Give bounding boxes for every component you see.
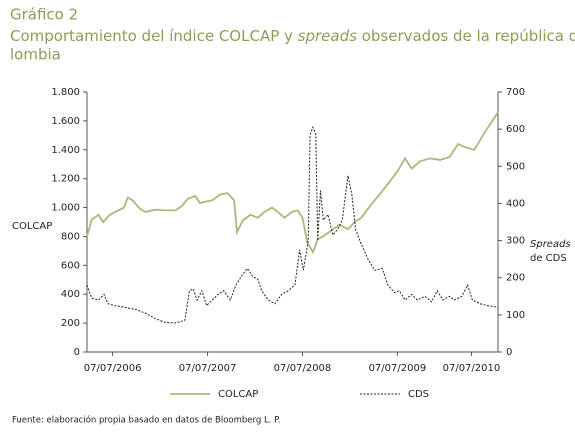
y2-axis-label: de CDS xyxy=(530,253,567,264)
y2-tick-label: 600 xyxy=(506,124,525,135)
y-tick-label: 1.600 xyxy=(51,116,80,127)
chart-subtitle: Comportamiento del índice COLCAP y sprea… xyxy=(10,27,575,45)
y2-tick-label: 700 xyxy=(506,87,525,98)
y-tick-label: 400 xyxy=(61,289,80,300)
y-tick-label: 200 xyxy=(61,318,80,329)
y2-axis-label: Spreads xyxy=(530,239,571,250)
legend-label: CDS xyxy=(408,389,429,400)
subtitle-part: spreads xyxy=(298,27,357,45)
y2-tick-label: 100 xyxy=(506,310,525,321)
subtitle-part: observados de la república de Co- xyxy=(357,27,575,45)
series-line xyxy=(86,111,499,255)
x-tick-label: 07/07/2009 xyxy=(369,363,427,374)
y-tick-label: 1.400 xyxy=(51,145,80,156)
y-tick-label: 1.000 xyxy=(51,203,80,214)
y2-tick-label: 200 xyxy=(506,273,525,284)
series-line xyxy=(86,125,499,324)
y-tick-label: 600 xyxy=(61,260,80,271)
chart-title: Gráfico 2 xyxy=(10,6,78,24)
y-axis-label: COLCAP xyxy=(12,221,52,232)
x-tick-label: 07/07/2007 xyxy=(179,363,237,374)
x-tick-label: 07/07/2010 xyxy=(443,363,501,374)
x-tick-label: 07/07/2006 xyxy=(84,363,142,374)
legend-label: COLCAP xyxy=(218,389,258,400)
y-tick-label: 1.200 xyxy=(51,174,80,185)
y2-tick-label: 0 xyxy=(506,347,512,358)
y-tick-label: 0 xyxy=(74,347,80,358)
y2-tick-label: 500 xyxy=(506,161,525,172)
y-tick-label: 1.800 xyxy=(51,87,80,98)
subtitle-part: Comportamiento del índice COLCAP y xyxy=(10,27,298,45)
source-note: Fuente: elaboración propia basado en dat… xyxy=(12,415,281,426)
y2-tick-label: 300 xyxy=(506,236,525,247)
chart-subtitle: lombia xyxy=(10,46,61,64)
y-tick-label: 800 xyxy=(61,231,80,242)
x-tick-label: 07/07/2008 xyxy=(274,363,332,374)
y2-tick-label: 400 xyxy=(506,198,525,209)
